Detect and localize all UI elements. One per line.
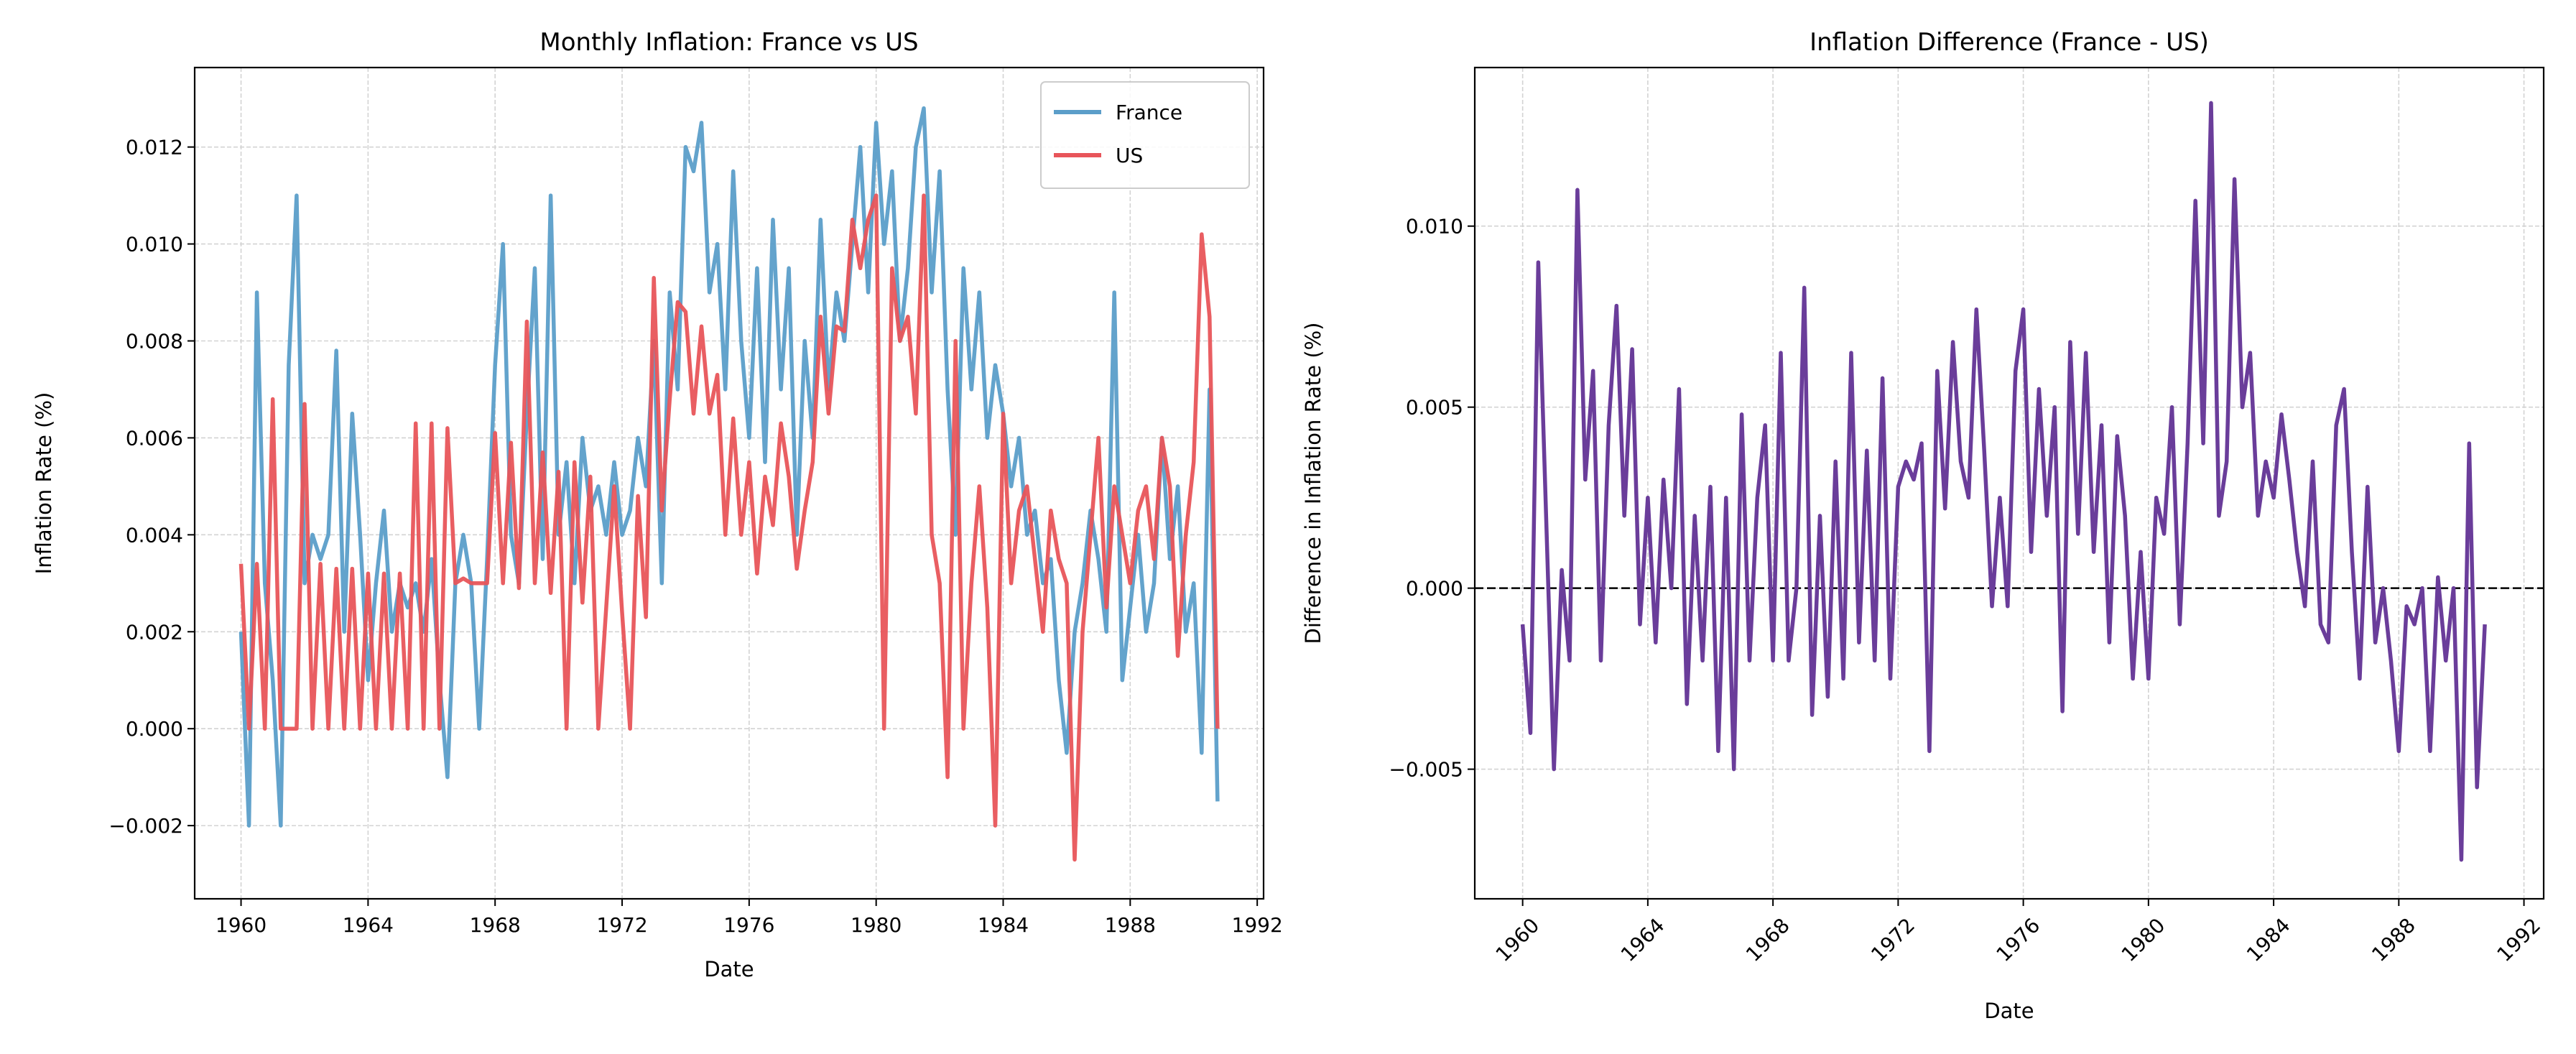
y-tick-label: 0.012 — [126, 136, 183, 160]
x-tick-label: 1972 — [1866, 913, 1919, 966]
legend-box — [1040, 81, 1250, 189]
x-tick-label: 1988 — [1105, 913, 1156, 937]
legend-label: US — [1116, 144, 1143, 167]
x-tick-label: 1992 — [1232, 913, 1283, 937]
plot-area — [238, 106, 1220, 862]
x-tick-label: 1960 — [1491, 913, 1544, 966]
y-tick-label: 0.004 — [126, 523, 183, 547]
y-axis-label: Inflation Rate (%) — [32, 392, 56, 575]
axes-frame — [193, 66, 1265, 900]
series-line — [1520, 101, 2487, 862]
x-tick-label: 1988 — [2367, 913, 2420, 966]
series-line — [238, 106, 1220, 828]
x-tick-label: 1976 — [723, 913, 774, 937]
y-tick-label: 0.010 — [1406, 215, 1463, 239]
x-tick-label: 1960 — [216, 913, 267, 937]
y-tick-label: 0.008 — [126, 329, 183, 353]
chart-title: Monthly Inflation: France vs US — [539, 28, 918, 57]
x-tick-label: 1980 — [851, 913, 902, 937]
legend-label: France — [1116, 101, 1182, 124]
x-tick-label: 1992 — [2492, 913, 2545, 966]
chart-title: Inflation Difference (France - US) — [1810, 28, 2209, 57]
x-tick-label: 1984 — [2242, 913, 2295, 966]
y-tick-label: 0.006 — [126, 426, 183, 450]
y-tick-label: −0.005 — [1389, 758, 1463, 782]
plot-area — [1520, 101, 2487, 862]
y-tick-label: 0.005 — [1406, 396, 1463, 420]
series-line — [238, 193, 1220, 862]
axes-frame — [1473, 66, 2545, 900]
x-tick-label: 1964 — [343, 913, 394, 937]
x-tick-label: 1964 — [1616, 913, 1669, 966]
x-tick-label: 1984 — [978, 913, 1029, 937]
x-tick-label: 1980 — [2117, 913, 2170, 966]
y-tick-label: 0.000 — [126, 717, 183, 741]
y-tick-label: 0.010 — [126, 233, 183, 256]
x-axis-label: Date — [1984, 999, 2034, 1023]
y-axis-label: Difference in Inflation Rate (%) — [1301, 322, 1325, 644]
x-tick-label: 1968 — [1741, 913, 1794, 966]
y-tick-label: 0.002 — [126, 620, 183, 644]
x-tick-label: 1968 — [470, 913, 521, 937]
x-tick-label: 1976 — [1992, 913, 2045, 966]
y-tick-label: 0.000 — [1406, 577, 1463, 601]
y-tick-label: −0.002 — [108, 814, 183, 838]
x-axis-label: Date — [704, 957, 754, 981]
x-tick-label: 1972 — [596, 913, 647, 937]
